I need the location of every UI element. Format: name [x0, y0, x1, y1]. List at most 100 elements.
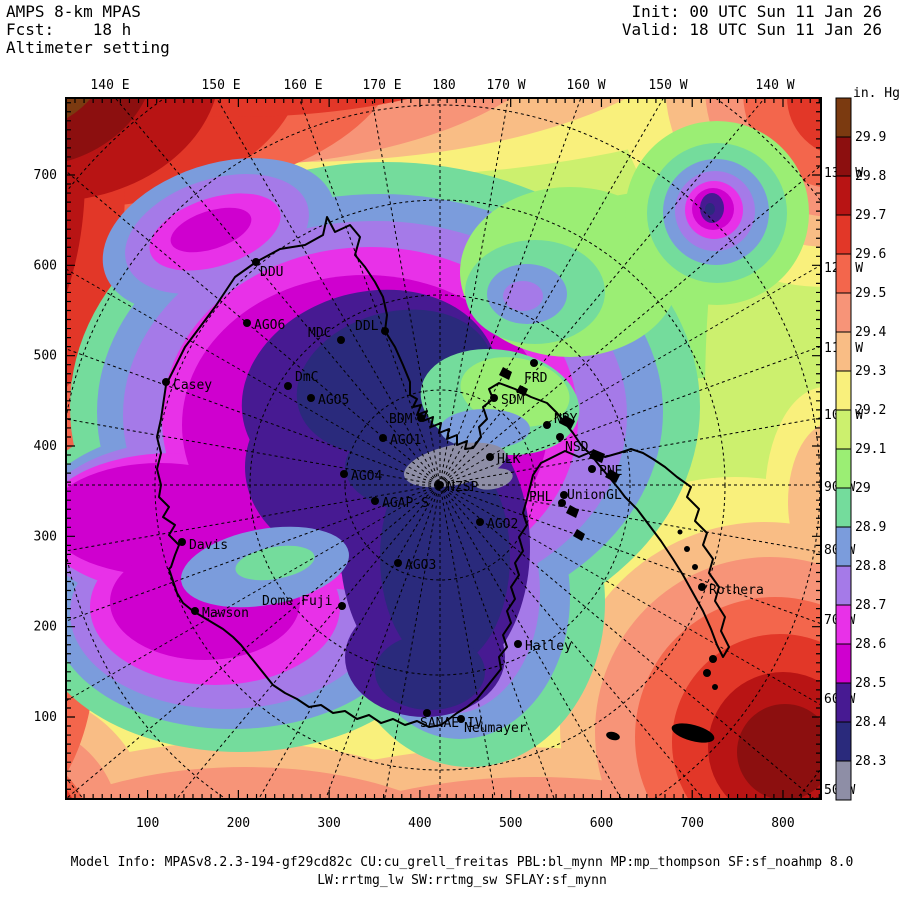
- station-label: AGAP-S: [382, 496, 429, 511]
- station-label: AGO1: [390, 433, 421, 448]
- station-dot: [338, 602, 346, 610]
- longitude-label-top: 150 W: [648, 78, 687, 93]
- forecast-hour: Fcst: 18 h: [6, 20, 131, 39]
- colorbar-label: 28.7: [855, 598, 886, 613]
- station-dot: [252, 258, 260, 266]
- station-label: SDM: [501, 393, 525, 408]
- init-time: Init: 00 UTC Sun 11 Jan 26: [632, 2, 882, 21]
- station-label: AGO2: [487, 517, 518, 532]
- station-label: AGO6: [254, 318, 285, 333]
- amundsen-low: [625, 121, 809, 305]
- x-axis-label: 300: [317, 816, 340, 831]
- station-label: FRD: [524, 371, 548, 386]
- station-label: PNE: [599, 464, 622, 479]
- station-label: Rothera: [709, 583, 764, 598]
- colorbar-label: 29.3: [855, 364, 886, 379]
- colorbar-label: 29.5: [855, 286, 886, 301]
- band-29.9: [65, 97, 92, 120]
- station-dot: [371, 497, 379, 505]
- band-29.8: [65, 97, 822, 800]
- station-label: DDL: [355, 319, 379, 334]
- band-28.3: [296, 309, 510, 710]
- station-dot: [486, 453, 494, 461]
- y-axis-label: 300: [34, 529, 57, 544]
- station-dot: [162, 378, 170, 386]
- colorbar-label: 28.8: [855, 559, 886, 574]
- colorbar-segment: [835, 721, 852, 762]
- longitude-label-top: 140 W: [755, 78, 794, 93]
- axis-ticks: [66, 98, 821, 799]
- station-label: Davis: [189, 538, 228, 553]
- station-dot: [307, 394, 315, 402]
- station-dot: [698, 583, 706, 591]
- y-axis-label: 200: [34, 620, 57, 635]
- latitude-circle: [249, 294, 631, 676]
- colorbar-label: 29.4: [855, 325, 886, 340]
- x-axis-label: 500: [499, 816, 522, 831]
- colorbar-label: 29.9: [855, 130, 886, 145]
- station-dot: [423, 709, 431, 717]
- station-label: Dome Fuji: [262, 594, 332, 609]
- latitude-circle: [344, 389, 536, 581]
- longitude-label-top: 160 W: [566, 78, 605, 93]
- colorbar-segment: [835, 604, 852, 645]
- colorbar-label: 28.9: [855, 520, 886, 535]
- colorbar-segment: [835, 643, 852, 684]
- colorbar-segment: [835, 292, 852, 333]
- latitude-circle: [154, 199, 726, 771]
- ross-low: [460, 187, 680, 357]
- station-dot: [178, 538, 186, 546]
- station-dot: [191, 607, 199, 615]
- axis-labels: 700 600 500 400 300 200 100 100 200 300 400 500 600 7…: [34, 78, 795, 831]
- header: AMPS 8-km MPAS Fcst: 18 h Altimeter sett…: [6, 2, 882, 57]
- station-dot: [381, 327, 389, 335]
- station-label: DDU: [260, 265, 283, 280]
- colorbar-segment: [835, 409, 852, 450]
- station-dot: [490, 394, 498, 402]
- station-dot: [588, 465, 596, 473]
- colorbar-segment: [835, 487, 852, 528]
- station-label: Neumayer: [464, 721, 527, 736]
- colorbar-segment: [835, 760, 852, 801]
- x-axis-label: 400: [408, 816, 431, 831]
- station-label: AGO4: [351, 469, 382, 484]
- station-dot: [560, 491, 568, 499]
- colorbar-segment: [835, 448, 852, 489]
- station-dot: [337, 336, 345, 344]
- x-axis-label: 200: [227, 816, 250, 831]
- y-axis-label: 700: [34, 168, 57, 183]
- station-dot: [417, 414, 425, 422]
- x-axis-label: 800: [771, 816, 794, 831]
- station-label: Casey: [173, 378, 212, 393]
- y-axis-label: 100: [34, 710, 57, 725]
- station-dot: [284, 382, 292, 390]
- station-label: AGO3: [405, 558, 436, 573]
- colorbar: in. Hg 29.929.829.729.629.529.429.329.22…: [835, 86, 900, 801]
- footer: Model Info: MPASv8.2.3-194-gf29cd82c CU:…: [71, 855, 854, 888]
- coastline: [156, 216, 730, 728]
- station-label: Halley: [525, 639, 572, 654]
- colorbar-label: 29.7: [855, 208, 886, 223]
- colorbar-segment: [835, 136, 852, 177]
- station-dot: [379, 434, 387, 442]
- colorbar-segment: [835, 175, 852, 216]
- band-lt-28.3: [403, 442, 513, 490]
- station-label: NBY: [554, 412, 578, 427]
- model-info-line1: Model Info: MPASv8.2.3-194-gf29cd82c CU:…: [71, 855, 854, 870]
- colorbar-segments: [835, 97, 852, 801]
- station-label: MDC: [308, 326, 331, 341]
- station-label: UnionGL: [567, 488, 622, 503]
- station-label: DmC: [295, 370, 318, 385]
- station-label: AGO5: [318, 393, 349, 408]
- model-info-line2: LW:rrtmg_lw SW:rrtmg_sw SFLAY:sf_mynn: [317, 873, 607, 888]
- station-label: BDM: [389, 412, 413, 427]
- field-name: Altimeter setting: [6, 38, 170, 57]
- station-dot: [394, 559, 402, 567]
- station-dot: [436, 481, 444, 489]
- colorbar-label: 28.5: [855, 676, 886, 691]
- colorbar-label: 29.2: [855, 403, 886, 418]
- station-dot: [543, 421, 551, 429]
- y-axis-label: 500: [34, 349, 57, 364]
